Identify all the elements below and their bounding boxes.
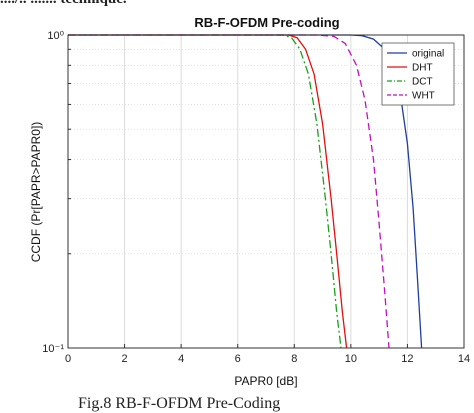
legend-label-dht: DHT [412, 63, 433, 74]
legend-label-original: original [412, 49, 444, 60]
x-tick-label: 2 [122, 353, 128, 365]
figure-caption: Fig.8 RB-F-OFDM Pre-Coding [78, 395, 281, 412]
x-tick-label: 4 [178, 353, 184, 365]
x-tick-label: 10 [345, 353, 357, 365]
y-tick-label: 10⁰ [47, 30, 64, 42]
header-fragment: ..../.. ....... technique. [0, 0, 127, 8]
axis-ticks: 0 2 4 6 8 10 12 14 10⁻¹ 10⁰ [42, 30, 470, 365]
series-line-dht [68, 34, 348, 349]
x-tick-label: 8 [291, 353, 297, 365]
y-axis-label: CCDF (Pr[PAPR>PAPR0]) [29, 122, 43, 263]
plot-frame [67, 34, 465, 349]
series-line-dct [68, 34, 342, 349]
y-tick-label: 10⁻¹ [42, 343, 64, 355]
x-tick-label: 14 [458, 353, 470, 365]
chart: RB-F-OFDM Pre-coding 0 2 4 6 8 10 12 1410⁻¹10⁰ … [29, 15, 470, 388]
legend-label-wht: WHT [412, 91, 435, 102]
x-tick-label: 6 [235, 353, 241, 365]
chart-title: RB-F-OFDM Pre-coding [194, 15, 339, 30]
legend-label-dct: DCT [412, 77, 433, 88]
x-tick-label: 12 [401, 353, 413, 365]
x-tick-label: 0 [65, 353, 71, 365]
x-axis-label: PAPR0 [dB] [234, 374, 297, 388]
series-line-wht [68, 34, 390, 349]
legend: original DHT DCT WHT [381, 42, 455, 106]
